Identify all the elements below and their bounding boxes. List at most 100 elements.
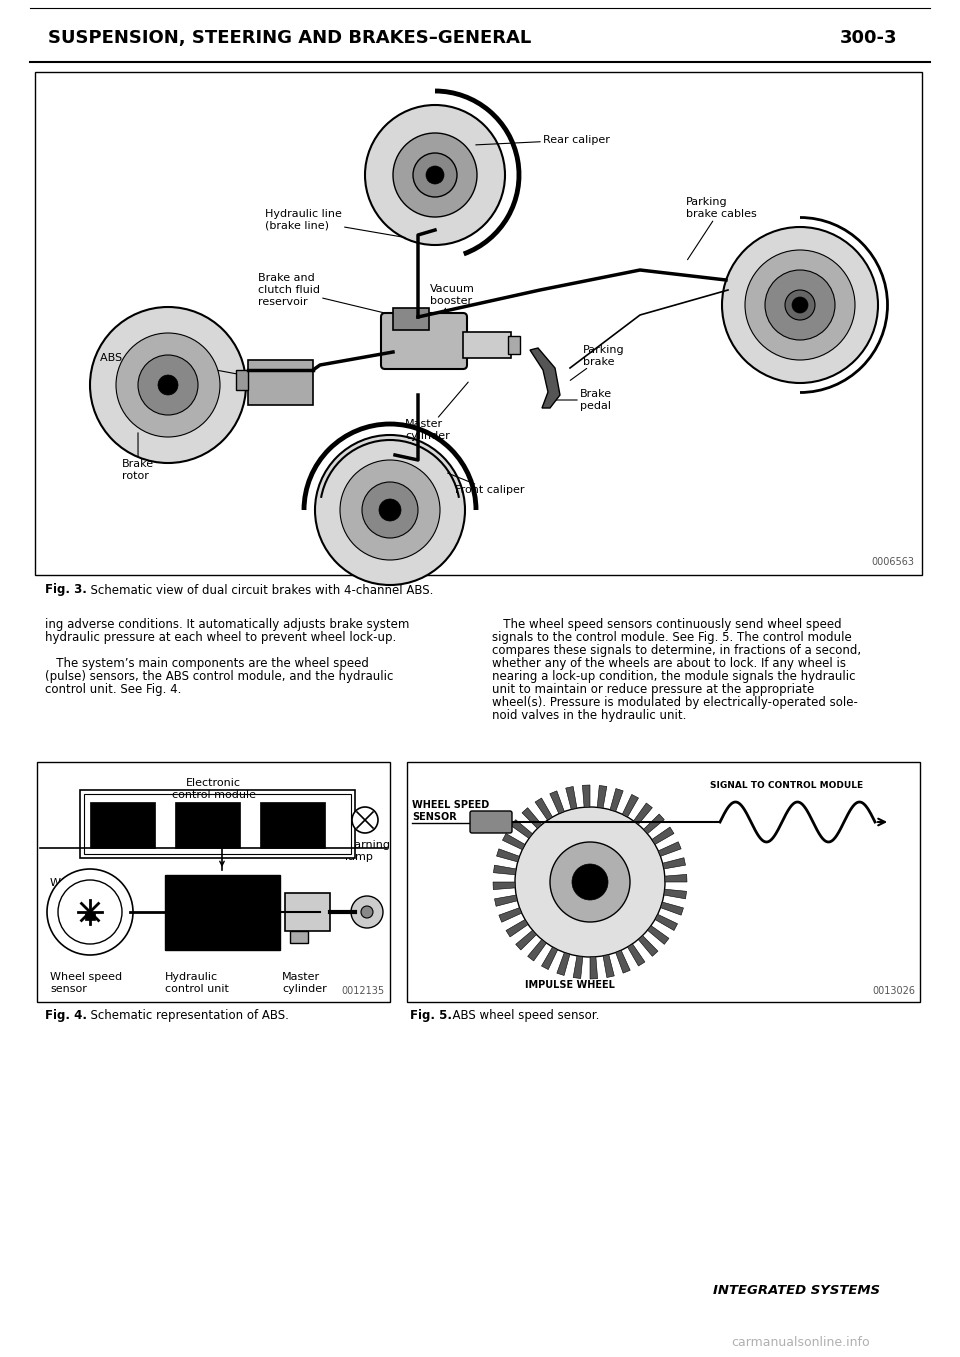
- Text: Brake
pedal: Brake pedal: [556, 389, 612, 411]
- Text: Fig. 4.: Fig. 4.: [45, 1008, 87, 1022]
- Polygon shape: [628, 944, 645, 966]
- Bar: [165, 875, 280, 950]
- Text: Hydraulic
control unit: Hydraulic control unit: [165, 972, 228, 993]
- Polygon shape: [622, 794, 638, 817]
- Circle shape: [393, 133, 477, 217]
- Text: Fig. 3.: Fig. 3.: [45, 584, 86, 597]
- Polygon shape: [494, 896, 517, 906]
- Circle shape: [379, 499, 401, 521]
- Text: Rear caliper: Rear caliper: [476, 134, 610, 145]
- Text: 300-3: 300-3: [840, 28, 898, 47]
- Circle shape: [47, 868, 133, 955]
- Text: ABS wheel speed sensor.: ABS wheel speed sensor.: [445, 1008, 599, 1022]
- Text: Brake and
clutch fluid
reservoir: Brake and clutch fluid reservoir: [258, 273, 391, 315]
- Text: control unit. See Fig. 4.: control unit. See Fig. 4.: [45, 683, 181, 696]
- Text: whether any of the wheels are about to lock. If any wheel is: whether any of the wheels are about to l…: [492, 657, 846, 670]
- Bar: [290, 931, 308, 943]
- Polygon shape: [655, 915, 678, 931]
- Polygon shape: [550, 791, 564, 814]
- Text: signals to the control module. See Fig. 5. The control module: signals to the control module. See Fig. …: [492, 631, 852, 645]
- Text: hydraulic pressure at each wheel to prevent wheel lock-up.: hydraulic pressure at each wheel to prev…: [45, 631, 396, 645]
- Circle shape: [426, 166, 444, 185]
- Text: 0006563: 0006563: [871, 556, 914, 567]
- Text: Parking
brake cables: Parking brake cables: [686, 197, 756, 259]
- Bar: [90, 802, 155, 848]
- Text: Master
cylinder: Master cylinder: [282, 972, 326, 993]
- Text: WHEEL SPEED
SENSOR: WHEEL SPEED SENSOR: [412, 801, 490, 821]
- Text: Electronic
control module: Electronic control module: [172, 778, 255, 799]
- Text: Fig. 5.: Fig. 5.: [410, 1008, 452, 1022]
- Polygon shape: [557, 953, 570, 976]
- Circle shape: [550, 841, 630, 921]
- Circle shape: [158, 375, 178, 395]
- Text: ing adverse conditions. It automatically adjusts brake system: ing adverse conditions. It automatically…: [45, 617, 409, 631]
- Polygon shape: [528, 939, 546, 961]
- Polygon shape: [506, 920, 528, 936]
- Text: Master
cylinder: Master cylinder: [405, 383, 468, 441]
- Text: carmanualsonline.info: carmanualsonline.info: [732, 1335, 870, 1349]
- FancyBboxPatch shape: [470, 811, 512, 833]
- Bar: [37, 763, 390, 1001]
- Polygon shape: [638, 935, 658, 957]
- Bar: [80, 790, 355, 858]
- Polygon shape: [493, 866, 516, 875]
- Polygon shape: [565, 787, 577, 809]
- Bar: [84, 794, 351, 854]
- Circle shape: [138, 356, 198, 415]
- Text: nearing a lock-up condition, the module signals the hydraulic: nearing a lock-up condition, the module …: [492, 670, 855, 683]
- Text: Vacuum
booster: Vacuum booster: [430, 284, 475, 335]
- Circle shape: [785, 290, 815, 320]
- Bar: [260, 802, 325, 848]
- Text: ABS hydraulic unit: ABS hydraulic unit: [100, 353, 245, 376]
- Circle shape: [572, 864, 608, 900]
- Polygon shape: [541, 947, 558, 969]
- Text: Front caliper: Front caliper: [447, 474, 524, 495]
- Bar: [407, 763, 920, 1001]
- Text: 0013026: 0013026: [872, 987, 915, 996]
- Circle shape: [362, 482, 418, 537]
- Circle shape: [351, 896, 383, 928]
- Polygon shape: [502, 833, 525, 849]
- Text: Warning
lamp: Warning lamp: [345, 840, 391, 862]
- Polygon shape: [643, 814, 664, 833]
- Text: IMPULSE WHEEL: IMPULSE WHEEL: [525, 980, 614, 991]
- Polygon shape: [511, 820, 533, 839]
- Circle shape: [792, 297, 808, 313]
- Circle shape: [722, 227, 878, 383]
- Polygon shape: [660, 902, 684, 915]
- Polygon shape: [535, 798, 553, 820]
- Text: SUSPENSION, STEERING AND BRAKES–GENERAL: SUSPENSION, STEERING AND BRAKES–GENERAL: [48, 28, 532, 47]
- Bar: [35, 72, 922, 575]
- Circle shape: [58, 879, 122, 944]
- Polygon shape: [583, 784, 590, 807]
- Text: noid valves in the hydraulic unit.: noid valves in the hydraulic unit.: [492, 708, 686, 722]
- Circle shape: [315, 436, 465, 585]
- Text: wheel(s). Pressure is modulated by electrically-operated sole-: wheel(s). Pressure is modulated by elect…: [492, 696, 858, 708]
- Bar: [508, 337, 520, 354]
- Circle shape: [515, 807, 665, 957]
- Polygon shape: [590, 957, 598, 978]
- Polygon shape: [499, 908, 521, 923]
- Circle shape: [745, 250, 855, 360]
- Text: Wheel speed
sensor: Wheel speed sensor: [50, 972, 122, 993]
- Circle shape: [361, 906, 373, 917]
- Bar: [285, 893, 330, 931]
- Circle shape: [352, 807, 378, 833]
- Text: Schematic representation of ABS.: Schematic representation of ABS.: [83, 1008, 289, 1022]
- Text: Wheel brake
caliper: Wheel brake caliper: [50, 878, 120, 900]
- Polygon shape: [603, 954, 614, 977]
- Text: The wheel speed sensors continuously send wheel speed: The wheel speed sensors continuously sen…: [492, 617, 842, 631]
- Polygon shape: [634, 803, 653, 825]
- Text: compares these signals to determine, in fractions of a second,: compares these signals to determine, in …: [492, 645, 861, 657]
- Polygon shape: [573, 955, 583, 978]
- Bar: [248, 360, 313, 404]
- Polygon shape: [493, 882, 516, 890]
- Text: Hydraulic line
(brake line): Hydraulic line (brake line): [265, 209, 405, 237]
- Text: INTEGRATED SYSTEMS: INTEGRATED SYSTEMS: [713, 1284, 880, 1296]
- Polygon shape: [664, 889, 686, 898]
- Circle shape: [413, 153, 457, 197]
- Bar: [463, 332, 511, 358]
- Polygon shape: [662, 858, 685, 868]
- Text: The system’s main components are the wheel speed: The system’s main components are the whe…: [45, 657, 369, 670]
- Polygon shape: [615, 950, 630, 973]
